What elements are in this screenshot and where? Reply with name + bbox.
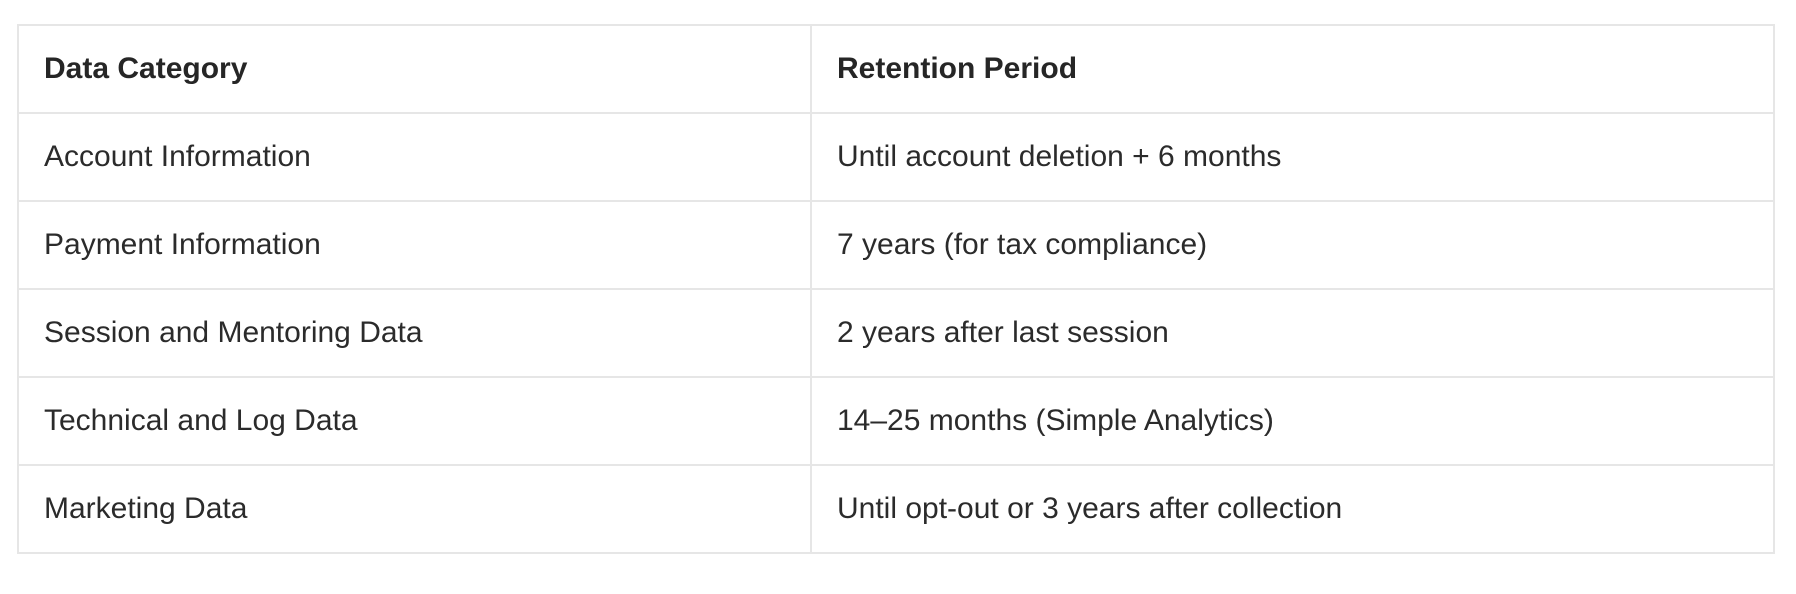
cell-retention: Until opt-out or 3 years after collectio… bbox=[810, 464, 1775, 554]
table-row: Marketing Data Until opt-out or 3 years … bbox=[17, 464, 1775, 554]
header-retention-period: Retention Period bbox=[810, 24, 1775, 114]
retention-table: Data Category Retention Period Account I… bbox=[17, 24, 1775, 554]
cell-category: Session and Mentoring Data bbox=[17, 288, 812, 378]
table-row: Account Information Until account deleti… bbox=[17, 112, 1775, 202]
cell-category: Marketing Data bbox=[17, 464, 812, 554]
cell-retention: 2 years after last session bbox=[810, 288, 1775, 378]
table-row: Payment Information 7 years (for tax com… bbox=[17, 200, 1775, 290]
cell-category: Payment Information bbox=[17, 200, 812, 290]
cell-category: Account Information bbox=[17, 112, 812, 202]
table-header-row: Data Category Retention Period bbox=[17, 24, 1775, 114]
cell-retention: Until account deletion + 6 months bbox=[810, 112, 1775, 202]
cell-category: Technical and Log Data bbox=[17, 376, 812, 466]
cell-retention: 7 years (for tax compliance) bbox=[810, 200, 1775, 290]
cell-retention: 14–25 months (Simple Analytics) bbox=[810, 376, 1775, 466]
table-row: Technical and Log Data 14–25 months (Sim… bbox=[17, 376, 1775, 466]
header-data-category: Data Category bbox=[17, 24, 812, 114]
table-row: Session and Mentoring Data 2 years after… bbox=[17, 288, 1775, 378]
